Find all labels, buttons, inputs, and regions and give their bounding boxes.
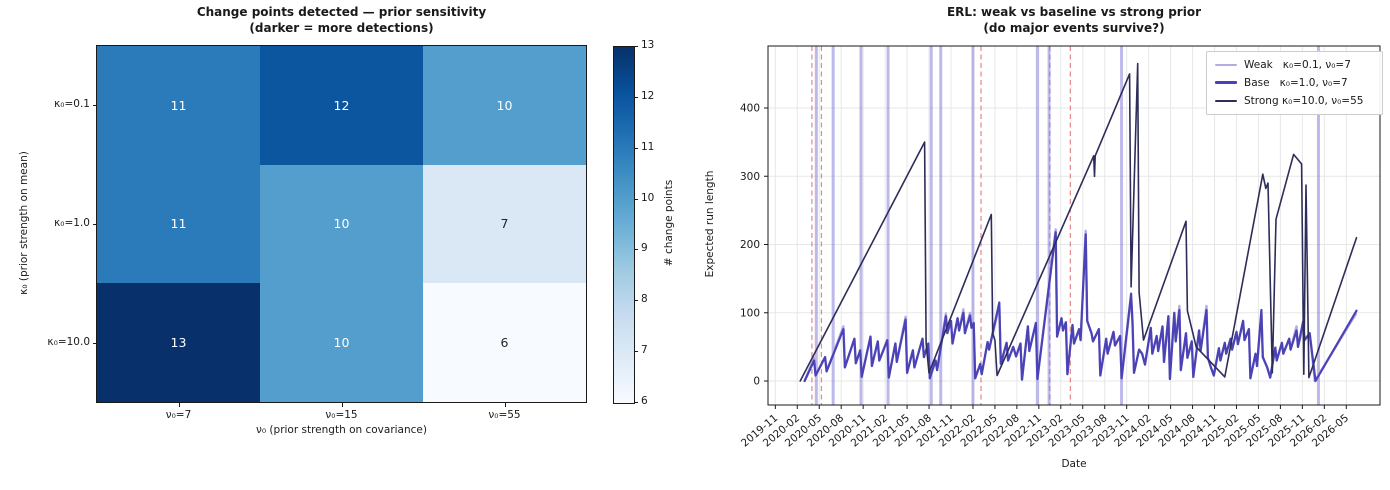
heatmap-x-tick (504, 403, 506, 407)
legend-label-base: Base κ₀=1.0, ν₀=7 (1244, 76, 1348, 89)
plot-frame (767, 45, 1381, 406)
series-strong-line (799, 62, 1358, 382)
heatmap-x-tick (341, 403, 343, 407)
colorbar-tick (634, 96, 638, 98)
colorbar-tick (634, 402, 638, 403)
heatmap-row-label: κ₀=10.0 (47, 335, 90, 348)
heatmap-cell: 6 (423, 283, 586, 402)
colorbar-tick-label: 9 (641, 242, 648, 255)
colorbar-tick (634, 351, 638, 353)
erl-title: ERL: weak vs baseline vs strong prior (d… (768, 4, 1380, 36)
heatmap-row-label: κ₀=1.0 (54, 217, 90, 229)
legend-label-weak: Weak κ₀=0.1, ν₀=7 (1244, 58, 1351, 71)
series-base-line (803, 231, 1358, 383)
heatmap-col-label: ν₀=7 (165, 409, 192, 421)
colorbar-tick-label: 12 (641, 89, 655, 102)
heatmap-col-label: ν₀=15 (325, 409, 358, 421)
erl-title-line1: ERL: weak vs baseline vs strong prior (946, 5, 1201, 19)
colorbar-tick-label: 6 (641, 395, 648, 407)
heatmap-cell: 13 (97, 283, 260, 402)
heatmap-cell: 7 (423, 164, 586, 284)
colorbar-tick (634, 300, 638, 302)
heatmap-panel: Change points detected — prior sensitivi… (18, 4, 675, 436)
heatmap-title-line1: Change points detected — prior sensitivi… (196, 5, 487, 19)
weak-line-swatch (1215, 63, 1237, 66)
y-tick-label: 300 (740, 171, 760, 183)
heatmap-row-label: κ₀=0.1 (54, 98, 90, 111)
strong-line-swatch (1215, 100, 1237, 103)
legend-entry-strong: Strong κ₀=10.0, ν₀=55 (1215, 94, 1373, 109)
heatmap-cell: 10 (260, 283, 423, 402)
y-tick-label: 200 (740, 239, 760, 251)
y-tick-label: 100 (740, 307, 760, 319)
base-line-swatch (1215, 81, 1237, 85)
colorbar-label: # change points (663, 179, 675, 267)
colorbar-tick-label: 11 (641, 140, 655, 153)
heatmap-col-label: ν₀=55 (488, 409, 521, 421)
colorbar-tick (634, 198, 638, 200)
heatmap-cell: 10 (423, 46, 586, 165)
heatmap-cell: 11 (97, 46, 260, 165)
heatmap-y-tick (93, 105, 97, 107)
erl-plot-area: 01002003004002019-112020-022020-052020-0… (739, 45, 1381, 450)
heatmap-cell: 12 (260, 46, 423, 165)
colorbar-tick (634, 46, 638, 47)
heatmap-y-tick (93, 224, 97, 225)
heatmap-title: Change points detected — prior sensitivi… (97, 4, 586, 36)
colorbar-tick-label: 13 (641, 39, 655, 51)
colorbar (613, 46, 635, 404)
legend-entry-weak: Weak κ₀=0.1, ν₀=7 (1215, 57, 1373, 72)
heatmap-cell: 11 (97, 164, 260, 284)
colorbar-tick-label: 10 (641, 191, 655, 204)
colorbar-tick (634, 249, 638, 251)
heatmap-x-axis-label: ν₀ (prior strength on covariance) (256, 424, 427, 436)
heatmap-title-line2: (darker = more detections) (249, 21, 434, 35)
colorbar-tick (634, 147, 638, 149)
heatmap-cell: 10 (260, 164, 423, 284)
erl-panel: ERL: weak vs baseline vs strong prior (d… (695, 0, 1390, 490)
colorbar-tick-label: 8 (641, 293, 648, 306)
y-tick-label: 0 (753, 376, 760, 388)
y-tick-label: 400 (740, 103, 760, 115)
erl-legend: Weak κ₀=0.1, ν₀=7 Base κ₀=1.0, ν₀=7 Stro… (1206, 51, 1383, 115)
erl-x-axis-label: Date (1061, 458, 1087, 470)
heatmap-x-tick (178, 403, 180, 407)
heatmap-y-tick (93, 342, 97, 344)
legend-entry-base: Base κ₀=1.0, ν₀=7 (1215, 75, 1373, 90)
colorbar-tick-label: 7 (641, 344, 648, 357)
legend-label-strong: Strong κ₀=10.0, ν₀=55 (1244, 95, 1364, 108)
erl-title-line2: (do major events survive?) (983, 21, 1165, 35)
